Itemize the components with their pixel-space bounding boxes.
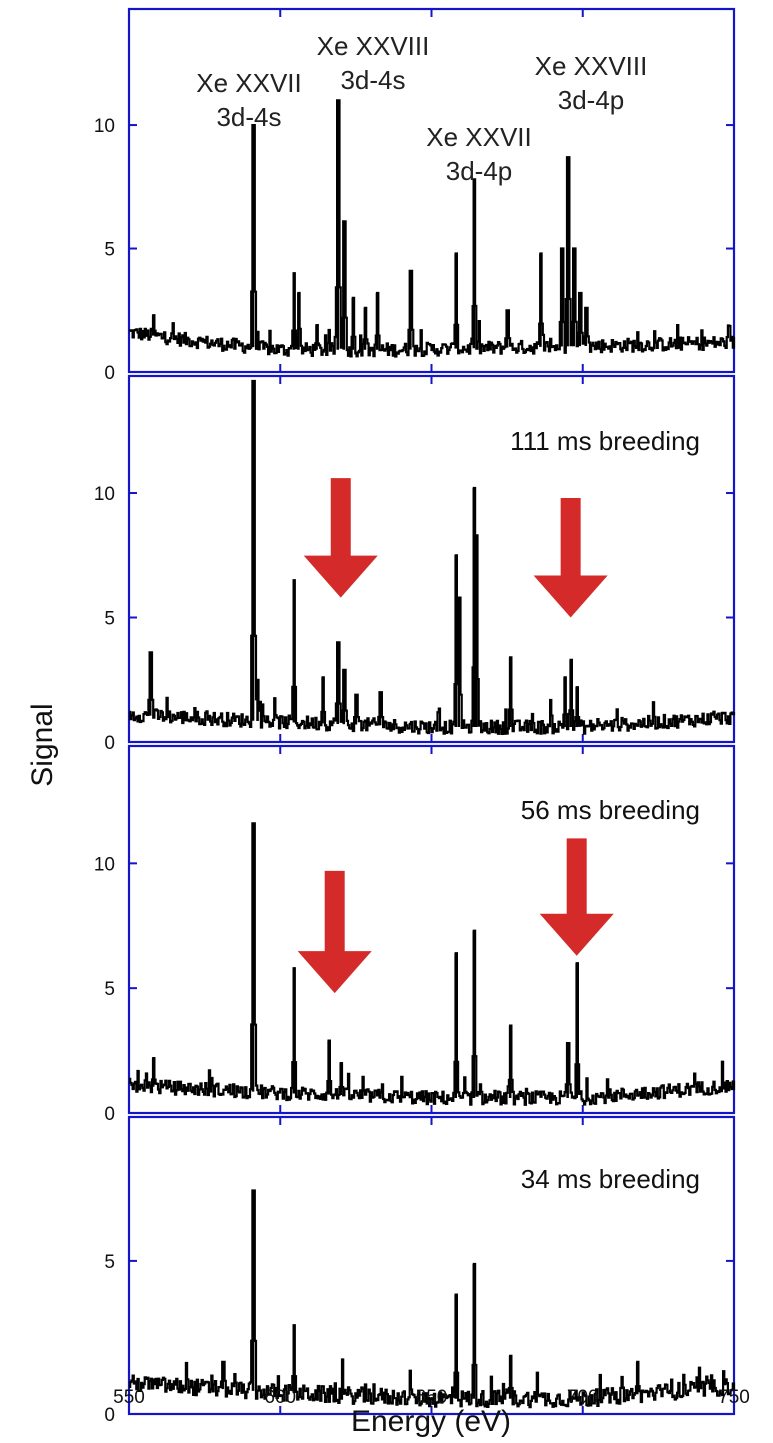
panel-2: 0 5 10 111 ms breeding bbox=[94, 374, 736, 754]
x-tick-label: 750 bbox=[718, 1387, 750, 1408]
down-arrow-icon bbox=[297, 870, 372, 994]
y-tick-label: 0 bbox=[104, 733, 115, 754]
line-annotation-transition: 3d-4p bbox=[558, 85, 625, 115]
x-tick-label: 550 bbox=[113, 1387, 145, 1408]
line-annotation-transition: 3d-4s bbox=[340, 65, 405, 95]
y-tick-label: 10 bbox=[94, 484, 115, 505]
line-annotation-ion: Xe XXVIII bbox=[535, 51, 648, 81]
y-tick-label: 5 bbox=[104, 240, 115, 261]
x-tick-label: 600 bbox=[264, 1387, 296, 1408]
spectrum-trace bbox=[129, 822, 736, 1106]
line-annotation-transition: 3d-4s bbox=[216, 102, 281, 132]
y-tick-label: 0 bbox=[104, 363, 115, 384]
panels: 0 5 10 Xe XXVII 3d-4s Xe XXVIII 3d-4s Xe XXVII 3… bbox=[94, 7, 736, 1426]
down-arrow-icon bbox=[539, 838, 614, 956]
line-annotation-ion: Xe XXVII bbox=[426, 122, 532, 152]
y-axis-title: Signal bbox=[26, 703, 59, 786]
y-tick-label: 5 bbox=[104, 979, 115, 1000]
y-tick-label: 5 bbox=[104, 609, 115, 630]
y-tick-label: 10 bbox=[94, 116, 115, 137]
x-axis-title: Energy (eV) bbox=[351, 1405, 511, 1438]
line-annotation-ion: Xe XXVIII bbox=[317, 31, 430, 61]
x-tick-label: 650 bbox=[416, 1387, 448, 1408]
line-annotation-ion: Xe XXVII bbox=[196, 68, 302, 98]
panel-1: 0 5 10 Xe XXVII 3d-4s Xe XXVIII 3d-4s Xe XXVII 3… bbox=[94, 7, 736, 384]
spectrum-trace bbox=[129, 99, 736, 358]
panel-4: 0 5 34 ms breeding bbox=[104, 1115, 736, 1426]
x-tick-label: 700 bbox=[567, 1387, 599, 1408]
spectrum-trace bbox=[129, 379, 736, 735]
down-arrow-icon bbox=[303, 478, 378, 598]
y-tick-label: 0 bbox=[104, 1104, 115, 1125]
y-tick-label: 10 bbox=[94, 854, 115, 875]
down-arrow-icon bbox=[533, 498, 608, 618]
panel-label: 56 ms breeding bbox=[521, 795, 700, 825]
line-annotation-transition: 3d-4p bbox=[446, 156, 513, 186]
x-axis-tick-labels: 550 600 650 700 750 bbox=[113, 1387, 750, 1408]
panel-label: 34 ms breeding bbox=[521, 1164, 700, 1194]
y-tick-label: 5 bbox=[104, 1252, 115, 1273]
panel-label: 111 ms breeding bbox=[510, 426, 700, 456]
panel-3: 0 5 10 56 ms breeding bbox=[94, 744, 736, 1125]
spectrum-trace bbox=[129, 1189, 736, 1409]
y-tick-label: 0 bbox=[104, 1405, 115, 1426]
